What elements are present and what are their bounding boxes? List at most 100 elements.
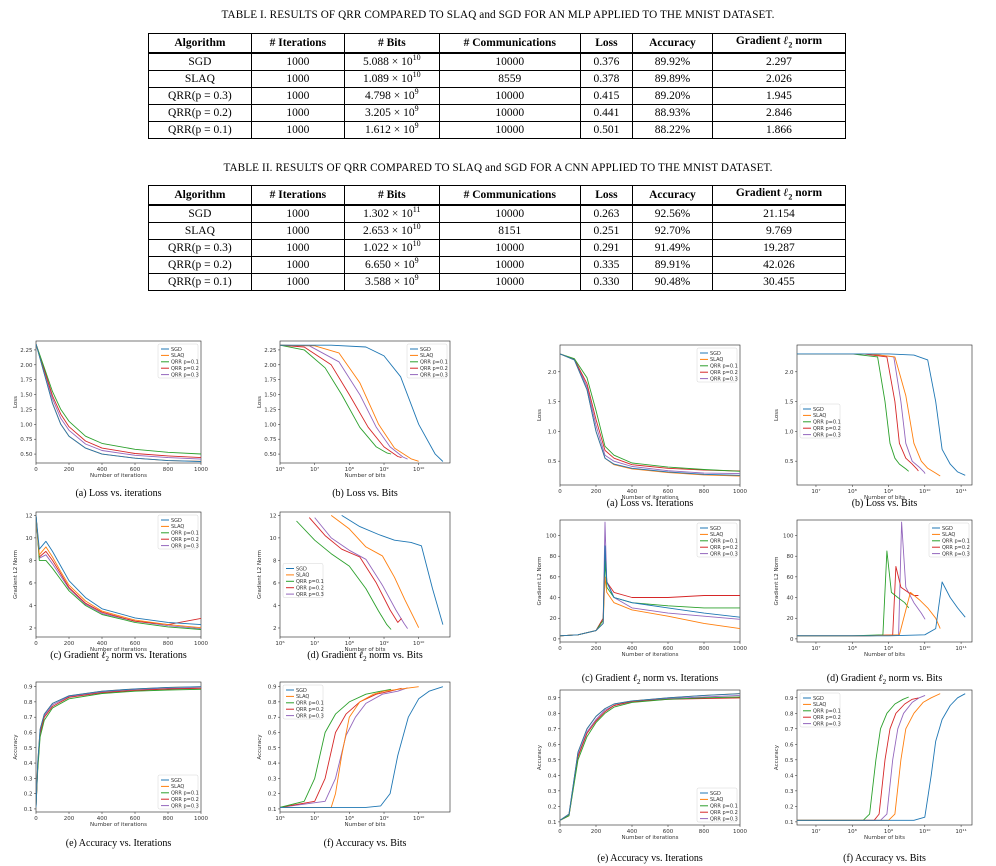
table-cell: 1000 (250, 273, 346, 292)
table-cell: 3.588 × 109 (344, 273, 440, 292)
series-line-qrr-p-0-2 (797, 353, 919, 472)
y-tick-label: 1.00 (264, 422, 277, 428)
legend-label: SGD (296, 688, 307, 694)
x-tick-label: 10⁶ (275, 466, 285, 473)
x-tick-label: 10⁶ (275, 815, 285, 822)
chart-12: 10⁷ 10⁸ 10⁹ 10¹⁰ 10¹¹ 0.1 0.2 0.3 0.4 0.5 0.6 0.7 0.… (774, 689, 973, 841)
table-cell: QRR(p = 0.1) (148, 121, 252, 140)
x-tick-label: 800 (699, 829, 710, 835)
chart-svg: 10⁷ 10⁸ 10⁹ 10¹⁰ 10¹¹ 0.5 1.0 1.5 2.0 Number of b… (774, 344, 973, 501)
x-tick-label: 400 (627, 646, 638, 652)
y-tick-label: 0.9 (548, 696, 557, 702)
y-tick-label: 80 (550, 554, 557, 560)
header-algorithm: Algorithm (148, 185, 252, 207)
series-line-qrr-p-0-1 (797, 550, 910, 637)
plot-frame (559, 689, 741, 826)
x-tick-label: 10⁸ (848, 828, 858, 835)
series-line-sgd (797, 353, 966, 476)
table-row: QRR(p = 0.3) 1000 1.022 × 1010 10000 0.291 91… (148, 239, 847, 258)
chart-2: 10⁶ 10⁷ 10⁸ 10⁹ 10¹⁰ 0.50 0.75 1.00 1.25 1.50 1.75… (257, 340, 451, 479)
plot-frame (35, 681, 202, 813)
legend-label: QRR p=0.2 (942, 545, 970, 551)
x-tick-label: 0 (34, 816, 38, 822)
y-tick-label: 40 (787, 596, 794, 602)
plot-frame (796, 344, 973, 486)
table-cell: 89.91% (631, 256, 713, 275)
series-group (797, 521, 966, 637)
series-line-qrr-p-0-1 (280, 688, 392, 808)
legend-label: QRR p=0.1 (171, 531, 199, 537)
legend-label: SLAQ (171, 353, 184, 359)
subfigure-caption: (f) Accuracy vs. Bits (843, 853, 926, 864)
series-line-qrr-p-0-2 (308, 517, 402, 623)
y-tick-label: 0.8 (785, 711, 794, 717)
y-axis-label: Gradient L2 Norm (13, 550, 19, 599)
series-line-sgd (560, 693, 740, 821)
header-accuracy: Accuracy (631, 185, 713, 207)
legend-label: QRR p=0.2 (171, 797, 199, 803)
table-row: QRR(p = 0.1) 1000 1.612 × 109 10000 0.501 88.… (148, 121, 847, 140)
y-tick-label: 1.75 (264, 378, 277, 384)
legend-label: QRR p=0.2 (296, 707, 324, 713)
header-iterations: # Iterations (250, 185, 346, 207)
x-tick-label: 1000 (194, 816, 208, 822)
y-tick-label: 0 (790, 637, 794, 643)
series-line-qrr-p-0-1 (797, 696, 909, 821)
series-line-sgd (280, 686, 444, 808)
table-cell: 8559 (438, 70, 581, 89)
table-cell: 1000 (250, 121, 346, 140)
y-tick-label: 0.3 (24, 776, 33, 782)
x-axis-label: Number of iterations (622, 835, 679, 841)
legend-label: QRR p=0.2 (171, 366, 199, 372)
y-tick-label: 0.5 (548, 459, 557, 465)
legend-label: SGD (710, 526, 721, 532)
y-tick-label: 4 (273, 603, 277, 609)
subfigure-caption: (d) Gradient ℓ2 norm vs. Bits (307, 650, 423, 663)
table-cell: 91.49% (631, 239, 713, 258)
y-tick-label: 0.50 (20, 452, 33, 458)
x-tick-label: 200 (64, 467, 75, 473)
table-cell: SGD (148, 204, 252, 224)
series-group (280, 344, 444, 462)
plot-frame (279, 681, 451, 813)
series-line-sgd (560, 545, 740, 637)
y-tick-label: 0.9 (785, 696, 794, 702)
series-group (36, 515, 201, 630)
series-group (36, 686, 201, 808)
table-cell: 1000 (250, 222, 346, 241)
series-line-qrr-p-0-1 (36, 688, 201, 808)
subfigure-caption: (e) Accuracy vs. Iterations (65, 838, 172, 849)
chart-9: 0 200 400 600 800 1000 0 20 40 60 80 100 Number of i… (537, 519, 747, 658)
x-tick-label: 10¹¹ (955, 645, 966, 652)
x-tick-label: 1000 (194, 641, 208, 647)
y-tick-label: 10 (26, 536, 33, 542)
legend-label: QRR p=0.1 (710, 364, 738, 370)
table-cell: 1000 (250, 104, 346, 123)
legend-label: QRR p=0.1 (942, 539, 970, 545)
chart-svg: 10⁶ 10⁷ 10⁸ 10⁹ 10¹⁰ 0.1 0.2 0.3 0.4 0.5 0.6 0.7 0.8… (257, 681, 451, 828)
chart-svg: 0 200 400 600 800 1000 0.1 0.2 0.3 0.4 0.5 0.6 0.7 0.… (537, 689, 747, 841)
legend-label: SLAQ (171, 524, 184, 530)
table-cell: 1.866 (711, 121, 847, 140)
table-cell: QRR(p = 0.1) (148, 273, 252, 292)
chart-8: 10⁷ 10⁸ 10⁹ 10¹⁰ 10¹¹ 0.5 1.0 1.5 2.0 Number of b… (774, 344, 973, 501)
table-2-body: SGD 1000 1.302 × 1011 10000 0.263 92.56% 21.15… (148, 204, 847, 292)
legend-label: SGD (813, 696, 824, 702)
subfigure-caption: (c) Gradient ℓ2 norm vs. Iterations (50, 650, 187, 663)
table-cell: 19.287 (711, 239, 847, 258)
y-tick-label: 0.1 (268, 807, 277, 813)
x-tick-label: 10⁹ (379, 640, 388, 647)
series-line-sgd (280, 344, 444, 462)
legend-label: SGD (420, 347, 431, 353)
y-tick-label: 100 (546, 534, 557, 540)
y-tick-label: 0.8 (268, 700, 277, 706)
y-tick-label: 40 (550, 596, 557, 602)
table-cell: 1000 (250, 52, 346, 72)
y-tick-label: 1.75 (20, 378, 33, 384)
series-line-qrr-p-0-3 (797, 694, 926, 821)
table-cell: 0.291 (579, 239, 633, 258)
x-tick-label: 10⁹ (884, 645, 893, 652)
x-tick-label: 600 (130, 641, 141, 647)
